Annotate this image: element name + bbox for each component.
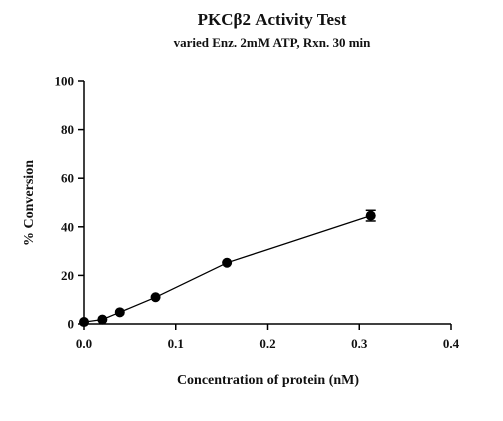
y-axis-label: % Conversion <box>22 160 37 246</box>
x-axis-label: Concentration of protein (nM) <box>177 373 359 388</box>
y-tick-label: 20 <box>61 268 74 283</box>
y-tick-label: 80 <box>61 122 74 137</box>
x-tick-label: 0.4 <box>443 336 460 351</box>
x-tick-label: 0.1 <box>168 336 184 351</box>
data-point <box>150 292 161 303</box>
data-point <box>222 257 233 268</box>
chart-title: PKCβ2 Activity Test <box>198 10 347 29</box>
y-tick-label: 60 <box>61 171 74 186</box>
chart-subtitle: varied Enz. 2mM ATP, Rxn. 30 min <box>174 35 372 50</box>
x-tick-label: 0.3 <box>351 336 368 351</box>
data-point <box>97 314 108 325</box>
data-point <box>79 317 89 328</box>
y-tick-label: 0 <box>68 317 75 332</box>
series-line <box>83 214 371 323</box>
y-tick-label: 100 <box>55 74 75 89</box>
data-marks <box>79 209 376 328</box>
axes: 0.0 0.1 0.2 0.3 0.4 0 20 40 60 80 100 <box>55 74 460 352</box>
data-point <box>365 210 376 221</box>
x-tick-label: 0.2 <box>259 336 275 351</box>
data-point <box>114 307 125 318</box>
y-tick-label: 40 <box>61 219 74 234</box>
x-tick-label: 0.0 <box>76 336 92 351</box>
